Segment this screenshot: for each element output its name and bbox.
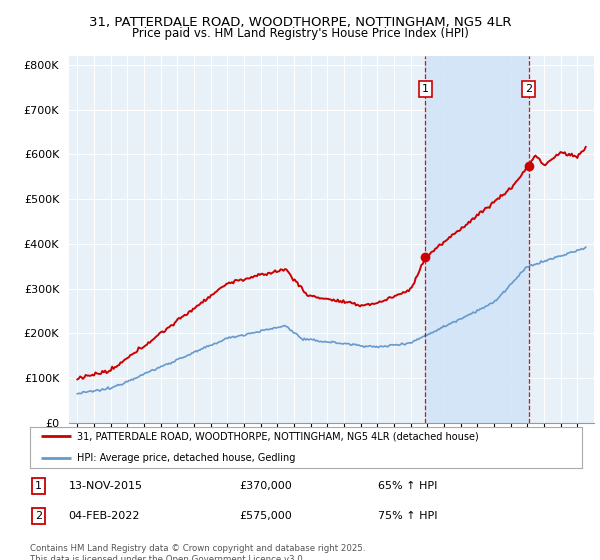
Text: 1: 1 xyxy=(35,481,42,491)
Text: 2: 2 xyxy=(35,511,42,521)
Text: HPI: Average price, detached house, Gedling: HPI: Average price, detached house, Gedl… xyxy=(77,452,295,463)
Text: 1: 1 xyxy=(422,84,429,94)
Text: Contains HM Land Registry data © Crown copyright and database right 2025.
This d: Contains HM Land Registry data © Crown c… xyxy=(30,544,365,560)
Text: 75% ↑ HPI: 75% ↑ HPI xyxy=(378,511,437,521)
Text: 04-FEB-2022: 04-FEB-2022 xyxy=(68,511,140,521)
Text: 65% ↑ HPI: 65% ↑ HPI xyxy=(378,481,437,491)
Text: 31, PATTERDALE ROAD, WOODTHORPE, NOTTINGHAM, NG5 4LR (detached house): 31, PATTERDALE ROAD, WOODTHORPE, NOTTING… xyxy=(77,431,479,441)
Text: 31, PATTERDALE ROAD, WOODTHORPE, NOTTINGHAM, NG5 4LR: 31, PATTERDALE ROAD, WOODTHORPE, NOTTING… xyxy=(89,16,511,29)
Text: £370,000: £370,000 xyxy=(240,481,293,491)
Text: 2: 2 xyxy=(525,84,532,94)
Bar xyxy=(425,56,529,423)
Text: 13-NOV-2015: 13-NOV-2015 xyxy=(68,481,143,491)
Text: £575,000: £575,000 xyxy=(240,511,293,521)
Text: Price paid vs. HM Land Registry's House Price Index (HPI): Price paid vs. HM Land Registry's House … xyxy=(131,27,469,40)
